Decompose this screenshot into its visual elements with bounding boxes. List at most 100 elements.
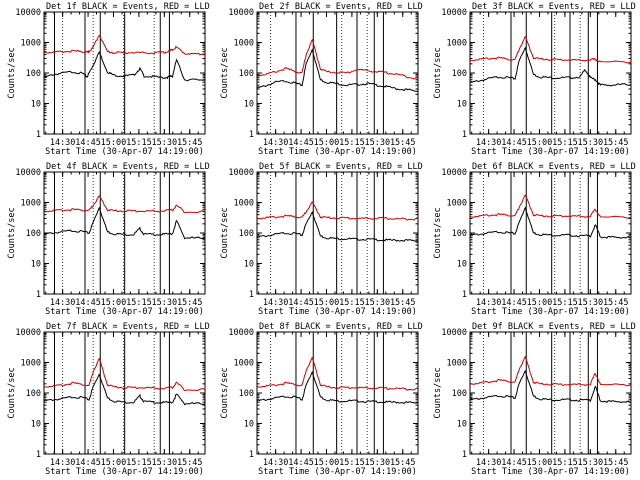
y-tick-label: 1 — [462, 130, 467, 140]
x-tick-label: 14:45 — [501, 298, 527, 308]
y-tick-label: 10 — [244, 260, 254, 270]
y-axis-label: Counts/sec — [220, 47, 230, 98]
x-tick-label: 14:30 — [263, 138, 289, 148]
series-line-events — [256, 370, 419, 405]
x-tick-label: 15:15 — [339, 458, 365, 468]
x-tick-label: 15:30 — [578, 138, 604, 148]
x-axis-label: Start Time (30-Apr-07 14:19:00) — [471, 467, 630, 477]
x-axis-label: Start Time (30-Apr-07 14:19:00) — [45, 147, 204, 157]
plot-frame — [256, 331, 419, 455]
y-axis-label: Counts/sec — [220, 367, 230, 418]
panel-1: Det 1f BLACK = Events, RED = LLD 1 10 100 10… — [7, 2, 210, 157]
panel-title: Det 9f BLACK = Events, RED = LLD — [472, 322, 636, 332]
y-tick-label: 1000 — [21, 199, 41, 209]
x-tick-label: 15:30 — [578, 458, 604, 468]
x-tick-label: 15:45 — [390, 138, 416, 148]
panel-title: Det 1f BLACK = Events, RED = LLD — [46, 2, 210, 12]
x-tick-label: 15:15 — [126, 298, 152, 308]
x-tick-label: 15:45 — [390, 458, 416, 468]
panel-8: Det 8f BLACK = Events, RED = LLD 1 10 100 10… — [220, 322, 423, 477]
x-axis-label: Start Time (30-Apr-07 14:19:00) — [258, 307, 417, 317]
x-tick-label: 15:00 — [527, 458, 553, 468]
y-tick-label: 10 — [31, 420, 41, 430]
series-line-events — [469, 206, 631, 239]
y-tick-label: 1 — [36, 450, 41, 460]
x-tick-label: 14:45 — [501, 458, 527, 468]
x-tick-label: 15:15 — [552, 298, 578, 308]
x-tick-label: 15:00 — [101, 458, 127, 468]
panel-5: Det 5f BLACK = Events, RED = LLD 1 10 100 10… — [220, 162, 423, 317]
panel-title: Det 5f BLACK = Events, RED = LLD — [259, 162, 423, 172]
y-axis-label: Counts/sec — [433, 47, 443, 98]
x-axis-label: Start Time (30-Apr-07 14:19:00) — [258, 467, 417, 477]
panel-7: Det 7f BLACK = Events, RED = LLD 1 10 100 10… — [7, 322, 210, 477]
y-tick-label: 1000 — [21, 39, 41, 49]
panel-title: Det 4f BLACK = Events, RED = LLD — [46, 162, 210, 172]
x-tick-label: 14:30 — [50, 458, 76, 468]
x-axis-label: Start Time (30-Apr-07 14:19:00) — [45, 307, 204, 317]
y-axis-label: Counts/sec — [220, 207, 230, 258]
x-tick-label: 15:30 — [152, 458, 178, 468]
x-tick-label: 14:30 — [476, 458, 502, 468]
x-tick-label: 15:00 — [314, 458, 340, 468]
y-axis-label: Counts/sec — [7, 367, 17, 418]
x-tick-label: 15:45 — [177, 138, 203, 148]
y-tick-label: 10000 — [441, 8, 467, 18]
x-tick-label: 14:45 — [75, 458, 101, 468]
y-tick-label: 10 — [31, 100, 41, 110]
x-axis-label: Start Time (30-Apr-07 14:19:00) — [258, 147, 417, 157]
x-tick-label: 14:30 — [263, 298, 289, 308]
y-tick-label: 1 — [36, 290, 41, 300]
y-tick-label: 10000 — [228, 168, 254, 178]
y-tick-label: 1000 — [21, 359, 41, 369]
y-axis-label: Counts/sec — [7, 207, 17, 258]
y-tick-label: 10000 — [15, 168, 41, 178]
series-line-lld — [257, 356, 419, 391]
plot-frame — [469, 171, 632, 295]
series-line-lld — [257, 201, 419, 221]
x-tick-label: 15:15 — [552, 458, 578, 468]
series-line-lld — [44, 357, 206, 392]
x-tick-label: 15:30 — [152, 298, 178, 308]
y-tick-label: 1 — [462, 450, 467, 460]
y-tick-label: 100 — [452, 389, 467, 399]
x-tick-label: 15:45 — [603, 138, 629, 148]
y-tick-label: 1 — [36, 130, 41, 140]
x-tick-label: 15:30 — [365, 298, 391, 308]
x-axis-label: Start Time (30-Apr-07 14:19:00) — [45, 467, 204, 477]
y-tick-label: 10000 — [15, 328, 41, 338]
plot-frame — [469, 331, 632, 455]
y-tick-label: 10 — [457, 260, 467, 270]
y-tick-label: 10000 — [15, 8, 41, 18]
y-tick-label: 1000 — [447, 199, 467, 209]
y-tick-label: 10 — [31, 260, 41, 270]
x-tick-label: 14:45 — [288, 458, 314, 468]
x-tick-label: 14:30 — [50, 298, 76, 308]
x-tick-label: 15:30 — [365, 138, 391, 148]
panel-4: Det 4f BLACK = Events, RED = LLD 1 10 100 10… — [7, 162, 210, 317]
y-axis-label: Counts/sec — [433, 207, 443, 258]
panel-title: Det 2f BLACK = Events, RED = LLD — [259, 2, 423, 12]
y-axis-label: Counts/sec — [7, 47, 17, 98]
series-line-events — [469, 369, 632, 404]
x-tick-label: 14:30 — [476, 138, 502, 148]
x-tick-label: 15:45 — [603, 458, 629, 468]
y-tick-label: 1000 — [447, 359, 467, 369]
x-tick-label: 14:45 — [501, 138, 527, 148]
x-axis-label: Start Time (30-Apr-07 14:19:00) — [471, 307, 630, 317]
y-tick-label: 100 — [239, 389, 254, 399]
y-axis-label: Counts/sec — [433, 367, 443, 418]
x-tick-label: 15:00 — [527, 138, 553, 148]
x-tick-label: 15:15 — [552, 138, 578, 148]
y-tick-label: 1000 — [234, 359, 254, 369]
y-tick-label: 1000 — [447, 39, 467, 49]
x-tick-label: 15:00 — [101, 138, 127, 148]
x-tick-label: 14:45 — [288, 138, 314, 148]
y-tick-label: 10000 — [441, 328, 467, 338]
y-tick-label: 1 — [249, 130, 254, 140]
y-tick-label: 10000 — [228, 8, 254, 18]
x-tick-label: 15:15 — [339, 298, 365, 308]
y-tick-label: 10 — [457, 420, 467, 430]
y-tick-label: 10000 — [441, 168, 467, 178]
